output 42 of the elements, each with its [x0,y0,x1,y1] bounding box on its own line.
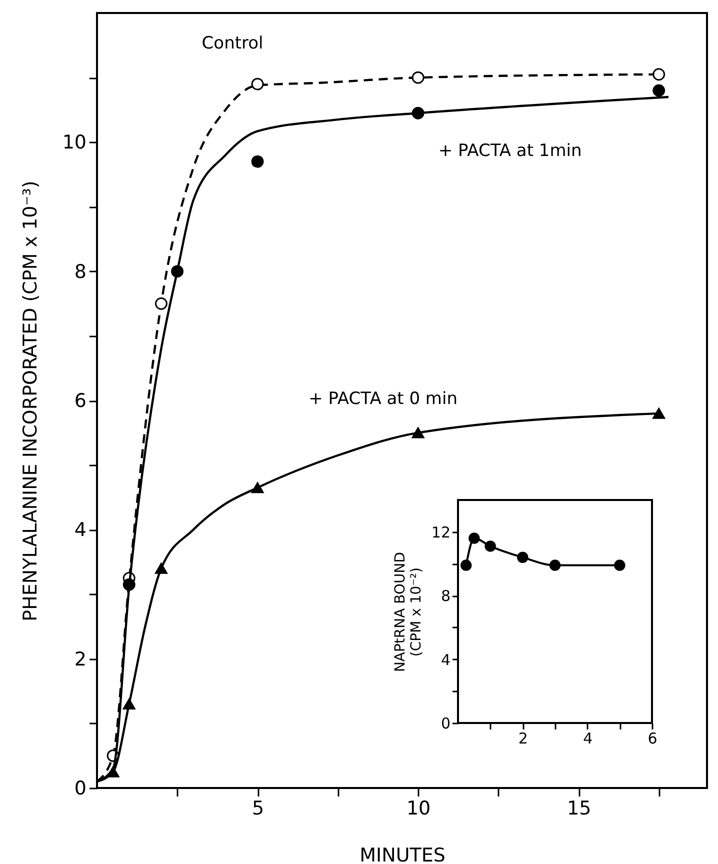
y-tick-label: 6 [74,390,86,412]
y-tick-label: 8 [440,587,450,606]
point [652,84,666,97]
series-label: Control [202,33,264,54]
x-tick-label: 2 [518,730,528,748]
y-tick-label: 8 [74,260,86,283]
y-axis-title: NAPtRNA BOUND (CPM x 10⁻²) [392,552,424,672]
point [652,408,666,419]
point [614,560,626,571]
y-axis-title: PHENYLALANINE INCORPORATED (CPM x 10⁻³) [19,180,42,622]
x-tick-label: 15 [566,798,592,820]
point [412,427,424,438]
point [122,578,136,591]
point [460,560,472,571]
series-label: + PACTA at 0 min [308,388,458,409]
point [154,562,168,574]
x-tick-label: 5 [252,798,264,820]
point [468,532,480,544]
y-tick-label: 0 [440,714,450,732]
point [154,297,168,310]
x-tick-label: 4 [583,730,593,748]
y-tick-label: 12 [431,523,450,542]
y-tick-label: 0 [74,778,86,800]
y-tick-label: 4 [74,519,86,542]
point [122,698,136,710]
point [549,560,561,571]
series-label: + PACTA at 1min [438,141,582,162]
point [412,71,424,84]
y-tick-label: 2 [74,648,86,670]
x-tick-label: 10 [406,798,431,820]
point [484,540,496,552]
x-tick-label: 6 [648,730,658,748]
y-tick-label: 10 [62,132,86,154]
x-axis-title: MINUTES [360,844,446,864]
point [412,106,424,120]
point [517,552,528,563]
point [251,155,264,168]
point [251,482,264,494]
point [652,68,666,81]
point [171,265,184,278]
point [251,78,264,90]
y-tick-label: 4 [440,650,450,669]
